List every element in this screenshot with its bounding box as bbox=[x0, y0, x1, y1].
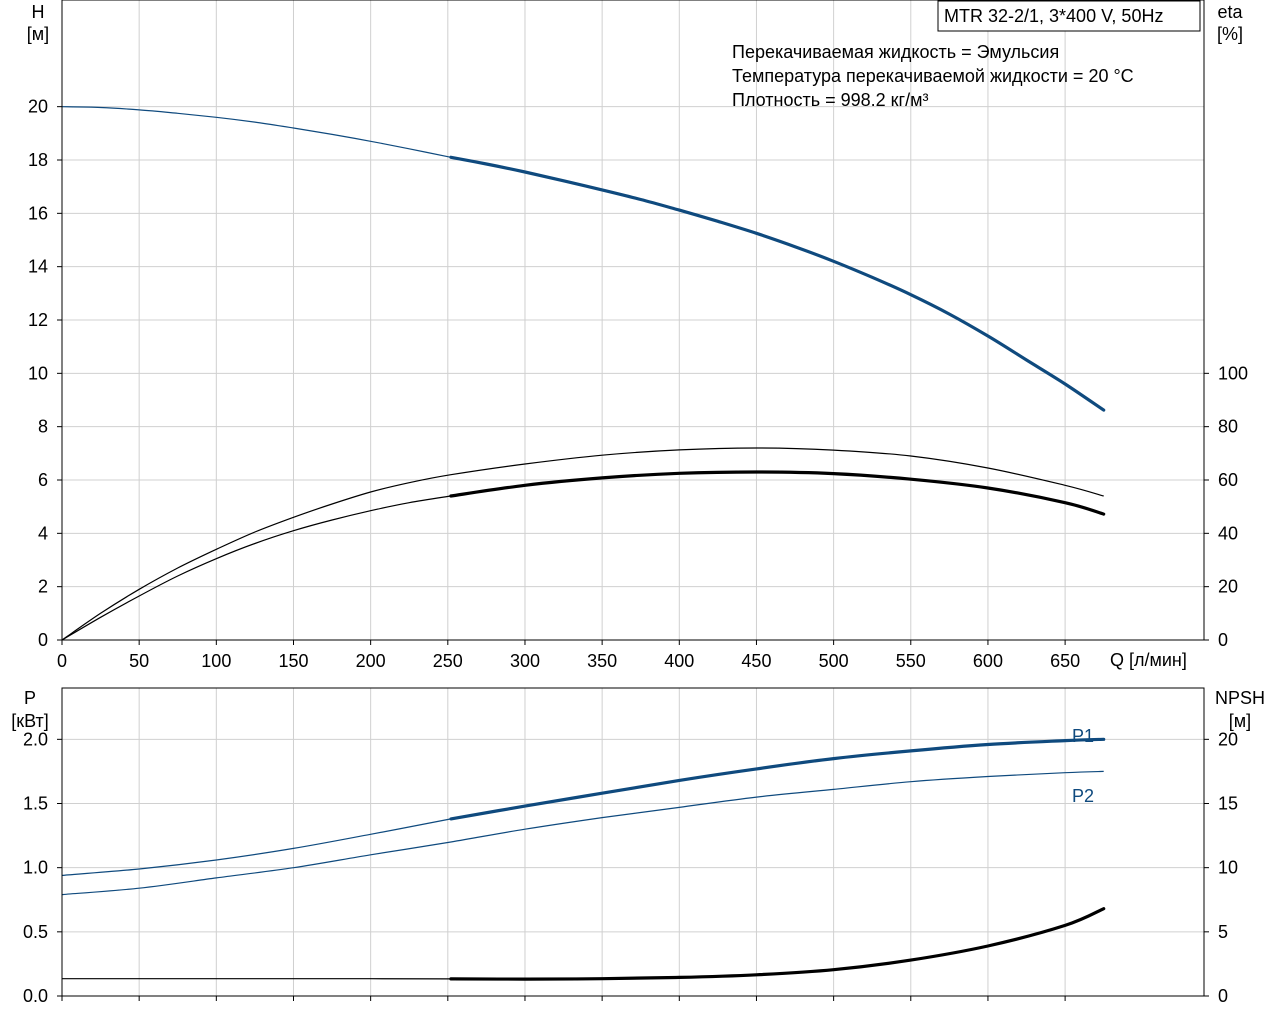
bottom-series-2-bold bbox=[449, 907, 1106, 981]
top-y-left-tick-label: 2 bbox=[38, 577, 48, 597]
bottom-series-0-bold bbox=[449, 737, 1106, 821]
top-x-tick-label: 650 bbox=[1050, 651, 1080, 671]
top-x-tick-label: 450 bbox=[741, 651, 771, 671]
top-y-right-tick-label: 100 bbox=[1218, 363, 1248, 383]
top-x-tick-label: 150 bbox=[278, 651, 308, 671]
top-series-2-bold bbox=[449, 470, 1106, 516]
top-x-tick-label: 100 bbox=[201, 651, 231, 671]
info-line-temperature: Температура перекачиваемой жидкости = 20… bbox=[732, 66, 1134, 86]
bottom-series-0-thin bbox=[61, 818, 452, 876]
x-axis-label: Q [л/мин] bbox=[1110, 650, 1187, 670]
top-series-2-thin bbox=[61, 495, 451, 641]
bottom-grid bbox=[62, 688, 1204, 996]
top-left-axis-label: H [м] bbox=[27, 2, 49, 44]
title-box: MTR 32-2/1, 3*400 V, 50Hz bbox=[937, 0, 1201, 32]
top-x-tick-label: 400 bbox=[664, 651, 694, 671]
top-x-tick-label: 300 bbox=[510, 651, 540, 671]
bottom-plot-frame bbox=[61, 687, 1205, 997]
bottom-y-left-tick-label: 1.5 bbox=[23, 794, 48, 814]
bottom-y-right-tick-label: 10 bbox=[1218, 858, 1238, 878]
bottom-y-left-tick-label: 0.5 bbox=[23, 922, 48, 942]
bottom-left-axis-label: P [кВт] bbox=[11, 688, 49, 731]
top-y-left-tick-label: 16 bbox=[28, 203, 48, 223]
bottom-ticks: 0.0 0.5 1.0 1.5 2.0 0 5 10 15 20 bbox=[23, 729, 1238, 1006]
top-x-tick-label: 250 bbox=[433, 651, 463, 671]
series-label-p1: P1 bbox=[1072, 726, 1094, 746]
top-y-left-tick-label: 18 bbox=[28, 150, 48, 170]
bottom-y-left-tick-label: 0.0 bbox=[23, 986, 48, 1006]
top-grid bbox=[62, 0, 1204, 640]
top-left-axis-symbol: H bbox=[32, 2, 45, 22]
top-x-tick-label: 600 bbox=[973, 651, 1003, 671]
top-x-tick-label: 0 bbox=[57, 651, 67, 671]
top-y-left-tick-label: 10 bbox=[28, 363, 48, 383]
top-y-right-tick-label: 80 bbox=[1218, 417, 1238, 437]
top-ticks: 0 50 100 150 200 250 300 350 400 450 500 550 600 6500… bbox=[28, 97, 1248, 671]
bottom-right-axis-label: NPSH [м] bbox=[1215, 688, 1265, 731]
info-lines: Перекачиваемая жидкость = Эмульсия Темпе… bbox=[732, 42, 1134, 110]
bottom-series-1-thin bbox=[61, 770, 1104, 896]
bottom-y-right-tick-label: 15 bbox=[1218, 794, 1238, 814]
top-y-right-tick-label: 20 bbox=[1218, 577, 1238, 597]
top-series bbox=[61, 106, 1106, 641]
top-y-left-tick-label: 20 bbox=[28, 97, 48, 117]
top-right-axis-unit: [%] bbox=[1217, 24, 1243, 44]
bottom-right-axis-symbol: NPSH bbox=[1215, 688, 1265, 708]
bottom-series bbox=[61, 737, 1106, 981]
top-left-axis-unit: [м] bbox=[27, 24, 49, 44]
info-line-density: Плотность = 998.2 кг/м³ bbox=[732, 90, 928, 110]
top-series-0-thin bbox=[61, 106, 452, 158]
series-label-p2: P2 bbox=[1072, 786, 1094, 806]
bottom-y-left-tick-label: 1.0 bbox=[23, 858, 48, 878]
top-x-tick-label: 350 bbox=[587, 651, 617, 671]
top-right-axis-label: eta [%] bbox=[1217, 2, 1244, 44]
top-y-left-tick-label: 6 bbox=[38, 470, 48, 490]
top-x-tick-label: 550 bbox=[896, 651, 926, 671]
bottom-y-right-tick-label: 0 bbox=[1218, 986, 1228, 1006]
bottom-y-right-tick-label: 20 bbox=[1218, 729, 1238, 749]
top-y-right-tick-label: 0 bbox=[1218, 630, 1228, 650]
bottom-y-left-tick-label: 2.0 bbox=[23, 729, 48, 749]
top-y-right-tick-label: 40 bbox=[1218, 523, 1238, 543]
bottom-left-axis-unit: [кВт] bbox=[11, 711, 49, 731]
top-y-left-tick-label: 12 bbox=[28, 310, 48, 330]
title-box-text: MTR 32-2/1, 3*400 V, 50Hz bbox=[944, 6, 1163, 26]
top-right-axis-symbol: eta bbox=[1217, 2, 1243, 22]
info-line-fluid: Перекачиваемая жидкость = Эмульсия bbox=[732, 42, 1059, 62]
top-y-left-tick-label: 14 bbox=[28, 257, 48, 277]
top-x-tick-label: 200 bbox=[356, 651, 386, 671]
top-series-1-thin bbox=[61, 447, 1104, 641]
top-x-tick-label: 500 bbox=[819, 651, 849, 671]
top-x-tick-label: 50 bbox=[129, 651, 149, 671]
top-y-left-tick-label: 8 bbox=[38, 417, 48, 437]
bottom-left-axis-symbol: P bbox=[24, 688, 36, 708]
top-y-right-tick-label: 60 bbox=[1218, 470, 1238, 490]
bottom-right-axis-unit: [м] bbox=[1229, 711, 1251, 731]
top-y-left-tick-label: 0 bbox=[38, 630, 48, 650]
top-series-0-bold bbox=[449, 155, 1106, 412]
bottom-panel: 0.0 0.5 1.0 1.5 2.0 0 5 10 15 20 P [кВт] NPSH [м]… bbox=[11, 687, 1265, 1006]
top-y-left-tick-label: 4 bbox=[38, 523, 48, 543]
bottom-y-right-tick-label: 5 bbox=[1218, 922, 1228, 942]
top-panel: 0 50 100 150 200 250 300 350 400 450 500 550 600 6500… bbox=[27, 0, 1248, 671]
